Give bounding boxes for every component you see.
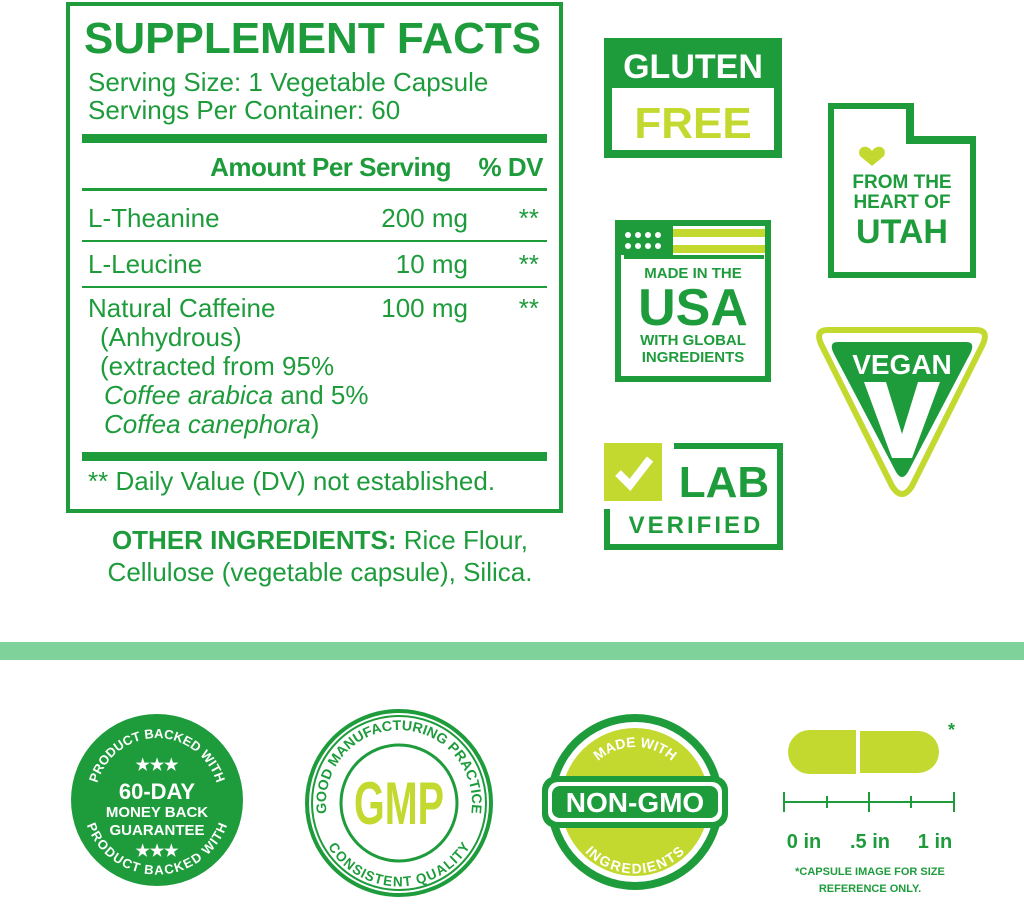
nutrient-amount: 100 mg [381,293,468,323]
divider [82,240,547,242]
vegan-badge: VEGAN [816,327,988,497]
thick-divider [82,452,547,461]
thick-divider [82,134,547,143]
free-text: FREE [634,99,751,148]
other-ingredients-label: OTHER INGREDIENTS: [111,525,397,555]
other-ingredients-text: Cellulose (vegetable capsule), Silica. [107,557,533,587]
flag-stars-icon [625,232,661,249]
servings-per-container: Servings Per Container: 60 [88,95,401,125]
usa-line1: MADE IN THE [644,265,742,282]
dv-header: % DV [478,152,544,182]
nutrient-dv: ** [518,249,539,279]
ruler-label: .5 in [850,831,890,853]
supplement-facts-panel: SUPPLEMENT FACTS Serving Size: 1 Vegetab… [66,2,563,513]
utah-badge: FROM THE HEART OF UTAH [828,103,976,278]
verified-text: VERIFIED [629,512,764,539]
nutrient-sub: Coffea canephora) [88,410,547,439]
capsule-note: *CAPSULE IMAGE FOR SIZE [795,866,945,878]
gmp-text: GMP [354,770,444,837]
divider [82,286,547,288]
nutrient-dv: ** [518,293,539,323]
utah-line2: HEART OF [853,192,950,213]
checkmark-icon [615,456,654,492]
nutrient-sub: (extracted from 95% [100,351,335,381]
amount-header: Amount Per Serving [210,152,451,182]
facts-title: SUPPLEMENT FACTS [84,14,542,63]
species-name: Coffea canephora [104,409,311,439]
v-letter-icon [864,382,940,458]
nutrient-name: L-Theanine [88,203,220,233]
usa-line3: WITH GLOBAL [640,332,746,349]
usa-line2: USA [638,279,748,337]
nutrient-amount: 10 mg [395,249,468,279]
nutrient-amount: 200 mg [381,203,468,233]
gmp-badge: GOOD MANUFACTURING PRACTICE CONSISTENT Q… [305,709,493,897]
non-gmo-text: NON-GMO [566,787,704,818]
money-back-guarantee-badge: PRODUCT BACKED WITH PRODUCT BACKED WITH … [71,714,243,886]
nutrient-name: L-Leucine [88,249,203,279]
capsule-note: REFERENCE ONLY. [819,883,921,895]
gluten-text: GLUTEN [623,48,763,86]
capsule-size-reference: * 0 in .5 in 1 in *CAPSULE IMAGE FOR SIZ… [783,720,955,895]
divider-band [0,642,1024,660]
nutrient-sub: Coffee arabica and 5% [88,381,547,410]
serving-size: Serving Size: 1 Vegetable Capsule [88,67,489,97]
guarantee-line1: 60-DAY [119,779,196,804]
capsule-icon [788,730,856,774]
species-name: Coffee arabica [104,380,274,410]
sub-text: and 5% [273,380,369,410]
lab-verified-badge: LAB VERIFIED [604,443,783,550]
made-in-usa-badge: MADE IN THE USA WITH GLOBAL INGREDIENTS [615,220,771,382]
divider [82,188,547,191]
lab-text: LAB [679,458,769,507]
asterisk: * [948,720,955,740]
guarantee-line3: GUARANTEE [109,822,204,839]
other-ingredients: OTHER INGREDIENTS: Rice Flour, Cellulose… [100,524,540,588]
nutrient-row: Natural Caffeine (Anhydrous) (extracted … [88,294,547,439]
non-gmo-badge: MADE WITH INGREDIENTS NON-GMO [542,714,728,890]
footnote: ** Daily Value (DV) not established. [88,466,496,496]
utah-line3: UTAH [856,213,948,251]
nutrient-sub: (Anhydrous) [100,322,242,352]
vegan-text: VEGAN [852,349,952,380]
sub-text: ) [310,409,320,439]
stars-icon: ★★★ [135,843,179,860]
other-ingredients-text: Rice Flour, [396,525,529,555]
heart-icon [859,146,885,166]
nutrient-dv: ** [518,203,539,233]
usa-line4: INGREDIENTS [642,349,745,366]
nutrient-row: L-Leucine 10 mg ** [88,250,547,279]
stars-icon: ★★★ [135,757,179,774]
guarantee-line2: MONEY BACK [106,804,208,821]
nutrient-row: L-Theanine 200 mg ** [88,204,547,233]
nutrient-name: Natural Caffeine [88,293,276,323]
ruler-label: 0 in [787,831,821,853]
ruler-icon [783,792,955,812]
ruler-label: 1 in [918,831,952,853]
utah-line1: FROM THE [852,172,951,193]
gluten-free-badge: GLUTEN FREE [604,38,782,158]
